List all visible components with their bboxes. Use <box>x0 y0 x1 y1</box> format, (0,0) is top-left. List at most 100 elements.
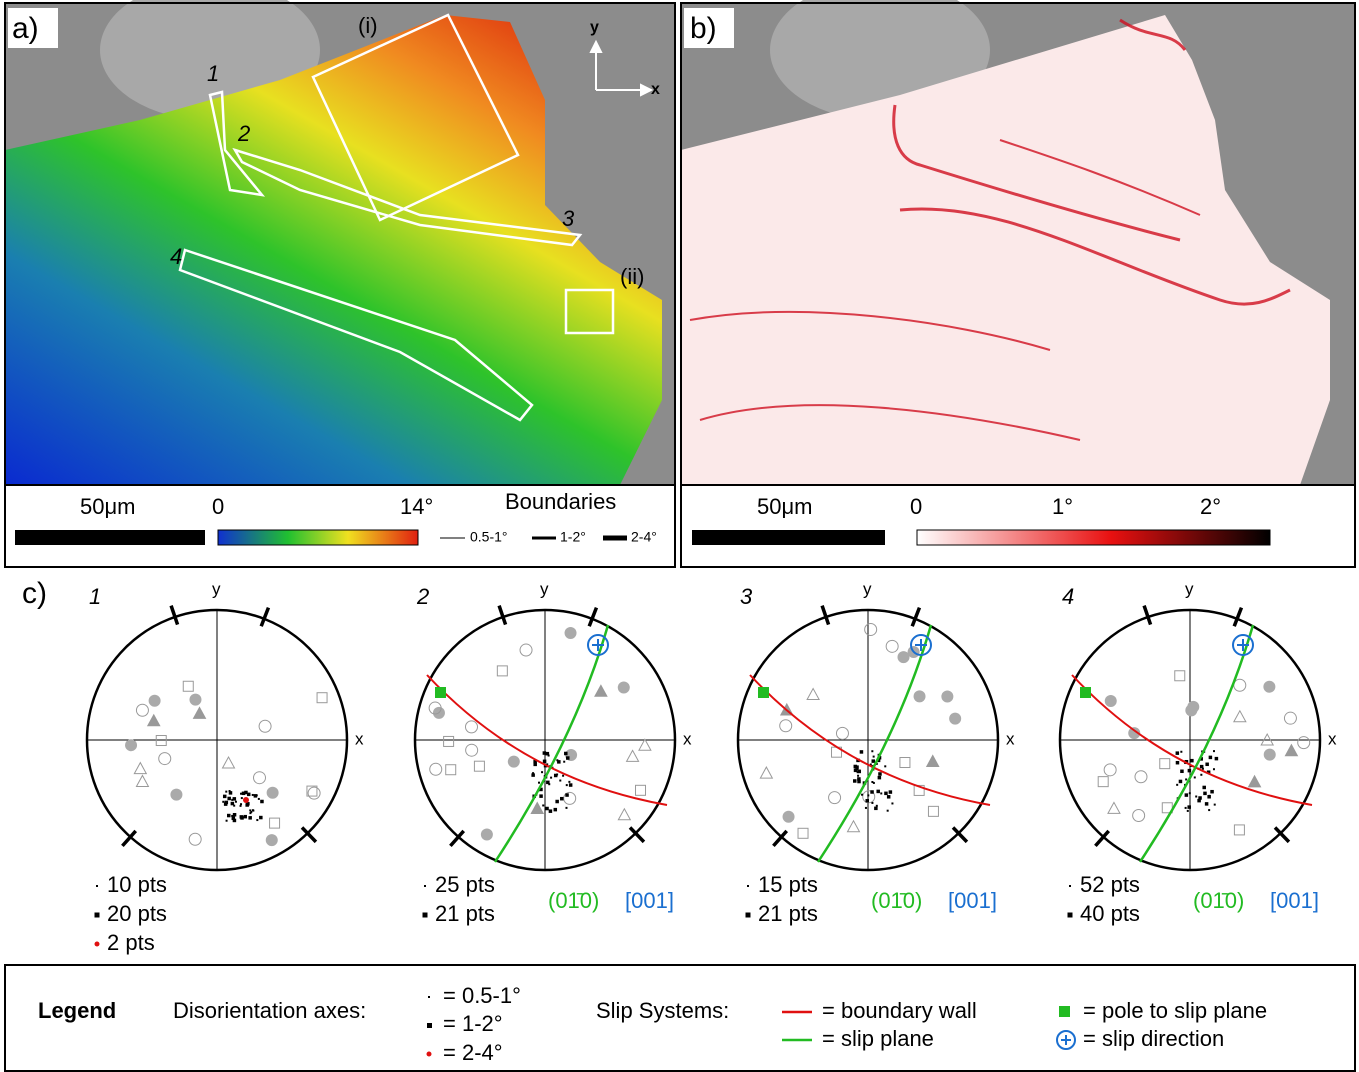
pole-symbol <box>595 685 607 696</box>
slip-plane <box>1140 625 1253 862</box>
pole-symbol <box>465 721 477 733</box>
axis-point <box>250 811 252 813</box>
pole-symbol <box>618 681 630 693</box>
axis-point <box>243 815 247 819</box>
axis-point <box>241 797 243 799</box>
pole-symbol <box>259 720 271 732</box>
axis-point <box>1185 778 1187 780</box>
count-label: 15 pts <box>758 872 818 897</box>
rim-tick <box>171 606 177 625</box>
net-label: 3 <box>740 584 753 609</box>
axis-point <box>867 794 869 796</box>
marker <box>428 996 430 998</box>
legend-text: = slip direction <box>1083 1026 1224 1051</box>
axis-point <box>550 777 552 779</box>
axis-point <box>533 763 537 767</box>
count-marker <box>95 913 100 918</box>
axis-point <box>235 801 237 803</box>
scale-bar-label: 50μm <box>757 494 812 519</box>
count-label: 20 pts <box>107 901 167 926</box>
pole-symbol <box>520 644 532 656</box>
count-label: 21 pts <box>435 901 495 926</box>
colorbar-label: 0 <box>910 494 922 519</box>
slip-direction-label: [001] <box>625 888 674 913</box>
axis-point <box>531 773 535 777</box>
pole-symbol <box>1187 701 1199 713</box>
boundary-label: 2-4° <box>631 529 657 545</box>
count-marker <box>96 885 98 887</box>
axis-point <box>1209 756 1213 760</box>
rim-tick <box>630 828 644 842</box>
axis-label: y <box>540 579 549 598</box>
axis-label: x <box>355 729 364 748</box>
region-label: 3 <box>562 206 575 231</box>
pole-symbol <box>848 821 860 832</box>
axis-point <box>891 802 893 804</box>
axis-point <box>538 782 540 784</box>
axis-point <box>876 790 880 794</box>
axis-label: y <box>1185 579 1194 598</box>
axis-point <box>254 794 257 798</box>
pole-symbol <box>807 689 819 700</box>
axis-point <box>543 760 547 764</box>
colorbar <box>218 530 418 545</box>
page: {"panel_a":{"label":"a)","regions":["(i)… <box>0 0 1359 1072</box>
axis-point <box>225 791 227 793</box>
axis-point <box>1200 774 1202 776</box>
rim-tick <box>953 828 967 842</box>
pole-symbol <box>159 753 171 765</box>
pole-symbol <box>223 757 235 768</box>
axis-point <box>231 799 233 801</box>
pole-symbol <box>156 736 166 746</box>
pole-symbol <box>474 761 484 771</box>
pole-symbol <box>430 763 442 775</box>
axis-point <box>555 800 559 804</box>
pole-symbol <box>317 693 327 703</box>
axis-point <box>225 801 229 805</box>
count-label: 40 pts <box>1080 901 1140 926</box>
axis-point <box>227 814 231 818</box>
axis-point <box>871 802 873 804</box>
boundaries-title: Boundaries <box>505 489 616 514</box>
axis-point <box>549 809 553 813</box>
pole-symbol <box>194 707 206 718</box>
pole-symbol <box>1104 764 1116 776</box>
axis-point <box>1190 759 1194 763</box>
pole-symbol <box>1263 681 1275 693</box>
pole-symbol <box>189 833 201 845</box>
axis-point <box>554 774 558 778</box>
count-label: 10 pts <box>107 872 167 897</box>
axis-point <box>1205 802 1209 806</box>
axis-point <box>222 801 224 803</box>
axis-point <box>258 798 260 800</box>
slip-direction-label: [001] <box>1270 888 1319 913</box>
region-label: 4 <box>170 244 182 269</box>
count-marker <box>424 885 426 887</box>
pole-symbol <box>865 623 877 635</box>
pole-to-slip-plane <box>435 687 446 698</box>
axis-point <box>566 756 570 760</box>
axis-point <box>252 809 254 811</box>
pole-symbol <box>898 651 910 663</box>
axis-point <box>223 795 227 799</box>
axis-label: x <box>651 81 660 98</box>
axis-point <box>853 779 857 783</box>
pole-symbol <box>627 750 639 761</box>
axis-point <box>878 776 882 780</box>
axis-point <box>878 772 882 776</box>
marker <box>427 1052 432 1057</box>
slip-plane <box>495 625 608 862</box>
pole-symbol <box>189 694 201 706</box>
axis-point <box>231 815 233 817</box>
slip-plane-label: (01̄0) <box>1193 888 1244 913</box>
axis-point <box>1176 751 1180 755</box>
axis-point <box>226 820 228 822</box>
axis-point <box>233 819 237 823</box>
pole-symbol <box>1298 737 1310 749</box>
pole-symbol <box>497 666 507 676</box>
axis-point <box>858 770 862 774</box>
axis-point <box>880 792 882 794</box>
pole-symbol <box>148 715 160 726</box>
axis-point <box>229 790 231 792</box>
pole-symbol <box>531 803 543 814</box>
